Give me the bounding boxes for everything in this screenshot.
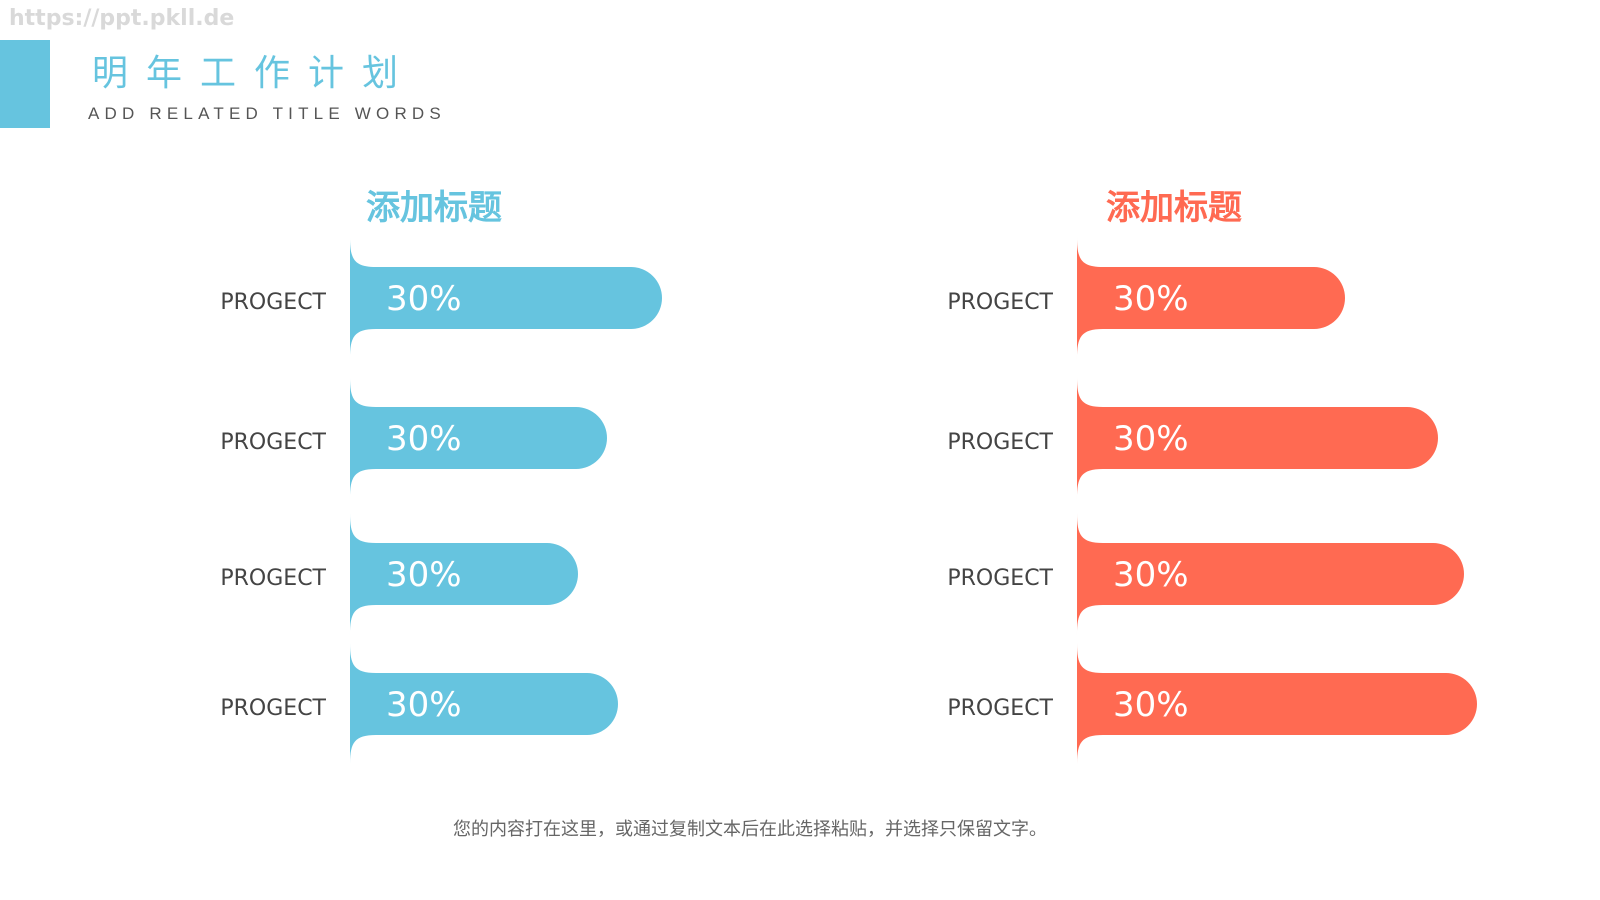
bar-category-label: PROGECT: [947, 430, 1053, 455]
footer-text: 您的内容打在这里，或通过复制文本后在此选择粘贴，并选择只保留文字。: [453, 819, 1047, 840]
progress-bar: [350, 237, 662, 359]
bar-value-label: 30%: [386, 555, 462, 595]
title-accent-block: [0, 40, 50, 128]
progress-bar: [1077, 513, 1464, 635]
chart-left-title: 添加标题: [366, 188, 502, 228]
bar-category-label: PROGECT: [220, 696, 326, 721]
page-title: 明年工作计划: [92, 53, 417, 94]
progress-bar: [1077, 237, 1345, 359]
page-subtitle: ADD RELATED TITLE WORDS: [88, 104, 446, 123]
bar-value-label: 30%: [1113, 555, 1189, 595]
progress-bar: [350, 513, 578, 635]
bar-category-label: PROGECT: [947, 566, 1053, 591]
bar-value-label: 30%: [386, 685, 462, 725]
bar-value-label: 30%: [1113, 419, 1189, 459]
progress-bar: [350, 377, 607, 499]
progress-bar: [1077, 377, 1438, 499]
chart-right-title: 添加标题: [1106, 188, 1242, 228]
bar-value-label: 30%: [1113, 279, 1189, 319]
bar-category-label: PROGECT: [220, 430, 326, 455]
bar-value-label: 30%: [386, 279, 462, 319]
watermark-url: https://ppt.pkll.de: [9, 6, 235, 31]
bar-category-label: PROGECT: [947, 290, 1053, 315]
bar-category-label: PROGECT: [220, 566, 326, 591]
bar-value-label: 30%: [1113, 685, 1189, 725]
bar-value-label: 30%: [386, 419, 462, 459]
bar-category-label: PROGECT: [220, 290, 326, 315]
bar-category-label: PROGECT: [947, 696, 1053, 721]
progress-bar: [350, 643, 618, 765]
progress-bar: [1077, 643, 1477, 765]
